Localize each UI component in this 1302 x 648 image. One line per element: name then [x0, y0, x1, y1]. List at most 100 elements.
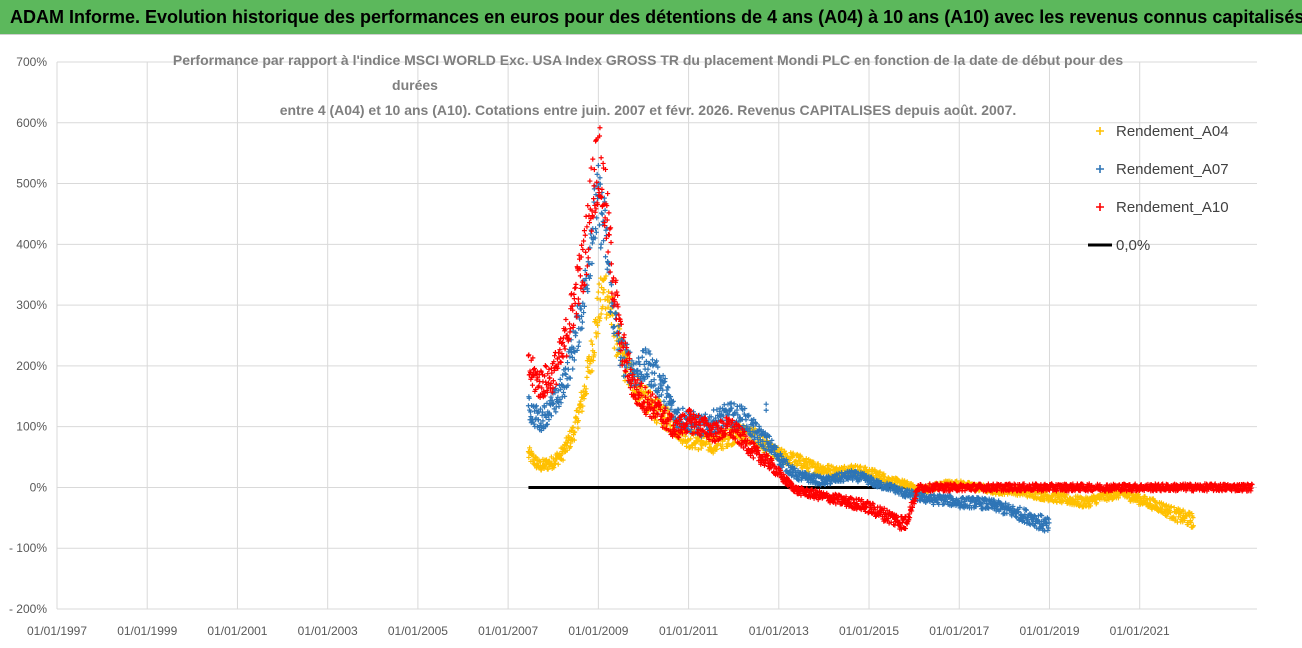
data-point [526, 395, 532, 401]
data-point [575, 296, 581, 302]
data-point [558, 400, 564, 406]
data-point [660, 373, 666, 379]
data-point [531, 421, 537, 427]
data-point [543, 414, 549, 420]
x-tick-label: 01/01/1999 [117, 624, 177, 638]
data-point [857, 463, 863, 469]
data-point [731, 401, 737, 407]
data-point [623, 364, 629, 370]
data-point [563, 371, 569, 377]
x-tick-label: 01/01/2011 [659, 624, 718, 638]
data-point [603, 227, 609, 233]
data-point [546, 366, 552, 372]
chart-title-line-1: Performance par rapport à l'indice MSCI … [173, 52, 1123, 68]
data-point [652, 382, 658, 388]
data-point [581, 383, 587, 389]
data-point [557, 376, 563, 382]
data-point [720, 446, 726, 452]
data-point [605, 304, 611, 310]
data-point [527, 409, 533, 415]
data-point [605, 249, 611, 255]
x-tick-label: 01/01/2005 [388, 624, 448, 638]
data-point [659, 383, 665, 389]
data-point [582, 267, 588, 273]
data-point [602, 207, 608, 213]
chart-title-line-3: entre 4 (A04) et 10 ans (A10). Cotations… [280, 102, 1017, 118]
data-point [598, 241, 604, 247]
data-point [637, 369, 643, 375]
data-point [572, 429, 578, 435]
data-point [720, 413, 726, 419]
data-point [1180, 507, 1186, 513]
legend-label: 0,0% [1116, 237, 1150, 254]
legend: Rendement_A04Rendement_A07Rendement_A100… [1088, 123, 1229, 254]
data-point [642, 376, 648, 382]
data-point [688, 436, 694, 442]
data-point [601, 287, 607, 293]
data-point [600, 304, 606, 310]
data-point [548, 394, 554, 400]
data-point [726, 412, 732, 418]
data-point [665, 385, 671, 391]
data-point [713, 415, 719, 421]
data-point [540, 418, 546, 424]
data-point [803, 456, 809, 462]
data-point [588, 338, 594, 344]
data-point [707, 441, 713, 447]
data-point [593, 226, 599, 232]
data-point [562, 393, 568, 399]
data-point [1185, 522, 1191, 528]
data-point [1149, 506, 1155, 512]
data-point [725, 443, 731, 449]
x-tick-label: 01/01/2001 [207, 624, 267, 638]
data-point [573, 330, 579, 336]
data-point [562, 346, 568, 352]
data-point [755, 439, 761, 445]
data-point [735, 412, 741, 418]
data-point [544, 421, 550, 427]
data-point [606, 294, 612, 300]
data-point [533, 403, 539, 409]
data-point [827, 467, 833, 473]
data-point [805, 468, 811, 474]
data-point [1164, 513, 1170, 519]
data-point [654, 358, 660, 364]
data-point [714, 407, 720, 413]
data-point [611, 330, 617, 336]
data-point [763, 447, 769, 453]
data-point [571, 357, 577, 363]
y-tick-label: - 100% [9, 541, 47, 555]
data-point [556, 403, 562, 409]
y-tick-label: 0% [30, 480, 48, 494]
data-point [692, 445, 698, 451]
data-point [1176, 514, 1182, 520]
y-tick-label: 400% [16, 237, 47, 251]
data-point [688, 427, 694, 433]
data-point [565, 366, 571, 372]
data-point [676, 407, 682, 413]
y-tick-label: 200% [16, 359, 47, 373]
y-tick-label: 500% [16, 177, 47, 191]
x-tick-label: 01/01/2009 [568, 624, 628, 638]
data-point [630, 387, 636, 393]
data-point [1163, 502, 1169, 508]
data-point [670, 398, 676, 404]
data-point [1167, 510, 1173, 516]
data-point [535, 417, 541, 423]
data-point [555, 461, 561, 467]
data-point [1188, 520, 1194, 526]
data-point [567, 375, 573, 381]
data-point [579, 408, 585, 414]
data-point [682, 433, 688, 439]
data-point [601, 238, 607, 244]
y-tick-label: 600% [16, 116, 47, 130]
data-point [575, 418, 581, 424]
data-point [528, 414, 534, 420]
data-point [827, 467, 833, 473]
data-point [581, 238, 587, 244]
data-point [579, 325, 585, 331]
data-point [818, 463, 824, 469]
data-point [531, 408, 537, 414]
series-rendement-a10 [525, 125, 1255, 532]
data-point [581, 303, 587, 309]
